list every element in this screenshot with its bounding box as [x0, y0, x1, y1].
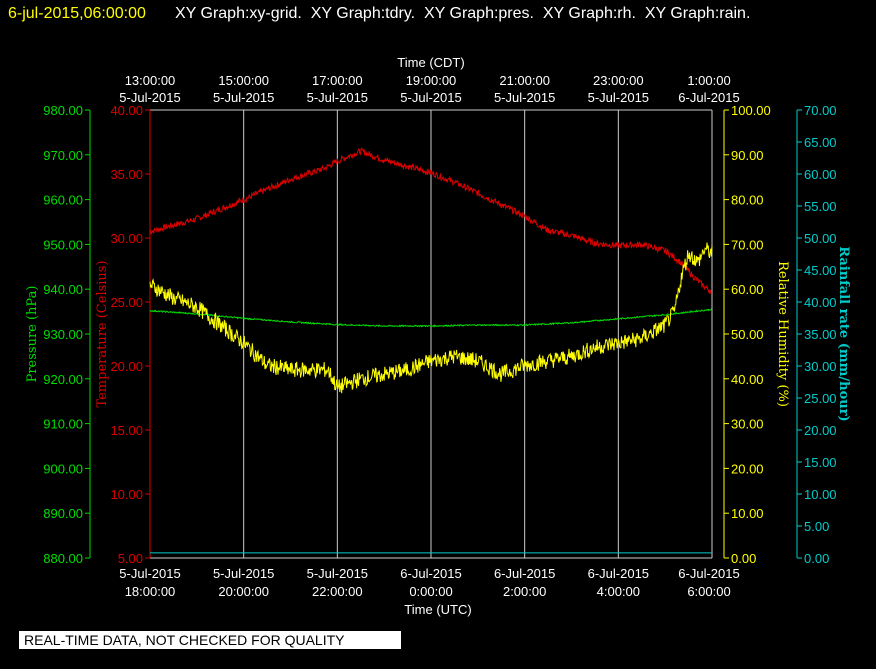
x-top-axis-label: Time (CDT): [397, 55, 464, 70]
temperature-axis-label: Temperature (Celsius): [95, 260, 110, 407]
pressure-tick-label: 970.00: [43, 148, 83, 163]
x-bottom-tick-date: 5-Jul-2015: [307, 566, 368, 581]
x-top-tick-time: 19:00:00: [406, 73, 457, 88]
x-bottom-tick-time: 18:00:00: [125, 584, 176, 599]
series-line-tdry: [149, 147, 713, 294]
temperature-tick-label: 15.00: [110, 423, 143, 438]
x-bottom-tick-date: 5-Jul-2015: [213, 566, 274, 581]
x-top-tick-date: 5-Jul-2015: [119, 90, 180, 105]
temperature-tick-label: 25.00: [110, 295, 143, 310]
x-top-tick-time: 1:00:00: [687, 73, 730, 88]
rainfall-tick-label: 40.00: [804, 295, 837, 310]
humidity-tick-label: 0.00: [731, 551, 756, 566]
pressure-tick-label: 920.00: [43, 372, 83, 387]
axes: 13:00:00 5-Jul-2015 5-Jul-2015 18:00:00 15:0…: [25, 73, 851, 599]
x-bottom-tick-date: 6-Jul-2015: [494, 566, 555, 581]
x-bottom-tick-time: 4:00:00: [597, 584, 640, 599]
pressure-tick-label: 960.00: [43, 193, 83, 208]
humidity-tick-label: 70.00: [731, 237, 764, 252]
rainfall-tick-label: 70.00: [804, 103, 837, 118]
pressure-tick-label: 890.00: [43, 506, 83, 521]
pressure-tick-label: 930.00: [43, 327, 83, 342]
rainfall-tick-label: 20.00: [804, 423, 837, 438]
x-bottom-tick-date: 6-Jul-2015: [678, 566, 739, 581]
rainfall-tick-label: 0.00: [804, 551, 829, 566]
pressure-tick-label: 980.00: [43, 103, 83, 118]
rainfall-tick-label: 5.00: [804, 519, 829, 534]
humidity-axis-label: Relative Humidity (%): [775, 261, 790, 407]
humidity-tick-label: 50.00: [731, 327, 764, 342]
humidity-tick-label: 30.00: [731, 417, 764, 432]
rainfall-tick-label: 25.00: [804, 391, 837, 406]
rainfall-tick-label: 10.00: [804, 487, 837, 502]
humidity-tick-label: 60.00: [731, 282, 764, 297]
pressure-tick-label: 950.00: [43, 237, 83, 252]
rainfall-tick-label: 45.00: [804, 263, 837, 278]
rainfall-tick-label: 50.00: [804, 231, 837, 246]
humidity-tick-label: 90.00: [731, 148, 764, 163]
humidity-tick-label: 20.00: [731, 461, 764, 476]
rainfall-tick-label: 30.00: [804, 359, 837, 374]
rainfall-tick-label: 65.00: [804, 135, 837, 150]
grid: [150, 109, 713, 559]
x-top-tick-time: 23:00:00: [593, 73, 644, 88]
x-top-tick-time: 17:00:00: [312, 73, 363, 88]
rainfall-tick-label: 35.00: [804, 327, 837, 342]
x-top-tick-date: 5-Jul-2015: [213, 90, 274, 105]
rainfall-tick-label: 55.00: [804, 199, 837, 214]
pressure-axis-label: Pressure (hPa): [25, 286, 40, 383]
rainfall-tick-label: 60.00: [804, 167, 837, 182]
x-bottom-tick-time: 20:00:00: [218, 584, 269, 599]
x-top-tick-time: 13:00:00: [125, 73, 176, 88]
temperature-tick-label: 30.00: [110, 231, 143, 246]
x-bottom-tick-time: 0:00:00: [409, 584, 452, 599]
humidity-tick-label: 40.00: [731, 372, 764, 387]
x-top-tick-date: 5-Jul-2015: [588, 90, 649, 105]
x-top-tick-date: 5-Jul-2015: [400, 90, 461, 105]
x-top-tick-date: 5-Jul-2015: [307, 90, 368, 105]
x-bottom-tick-date: 6-Jul-2015: [400, 566, 461, 581]
pressure-tick-label: 940.00: [43, 282, 83, 297]
x-bottom-tick-time: 2:00:00: [503, 584, 546, 599]
series-line-pres: [149, 308, 713, 328]
x-bottom-tick-date: 6-Jul-2015: [588, 566, 649, 581]
pressure-tick-label: 910.00: [43, 417, 83, 432]
rainfall-tick-label: 15.00: [804, 455, 837, 470]
footer-notice: REAL-TIME DATA, NOT CHECKED FOR QUALITY: [24, 632, 345, 648]
temperature-tick-label: 20.00: [110, 359, 143, 374]
x-bottom-tick-date: 5-Jul-2015: [119, 566, 180, 581]
pressure-tick-label: 880.00: [43, 551, 83, 566]
temperature-tick-label: 10.00: [110, 487, 143, 502]
footer-notice-box: [19, 631, 401, 649]
x-top-tick-date: 5-Jul-2015: [494, 90, 555, 105]
humidity-tick-label: 10.00: [731, 506, 764, 521]
rainfall-axis-label: Rainfall rate (mm/hour): [836, 246, 851, 421]
header-graph-titles: XY Graph:xy-grid. XY Graph:tdry. XY Grap…: [175, 5, 750, 22]
x-top-tick-time: 15:00:00: [218, 73, 269, 88]
temperature-tick-label: 40.00: [110, 103, 143, 118]
temperature-tick-label: 35.00: [110, 167, 143, 182]
x-top-tick-time: 21:00:00: [499, 73, 550, 88]
humidity-tick-label: 80.00: [731, 193, 764, 208]
x-bottom-tick-time: 22:00:00: [312, 584, 363, 599]
x-top-tick-date: 6-Jul-2015: [678, 90, 739, 105]
x-bottom-axis-label: Time (UTC): [404, 602, 471, 617]
header-timestamp: 6-jul-2015,06:00:00: [8, 5, 146, 22]
x-bottom-tick-time: 6:00:00: [687, 584, 730, 599]
humidity-tick-label: 100.00: [731, 103, 771, 118]
series: [149, 147, 713, 554]
series-line-rh: [149, 242, 713, 394]
pressure-tick-label: 900.00: [43, 461, 83, 476]
temperature-tick-label: 5.00: [118, 551, 143, 566]
